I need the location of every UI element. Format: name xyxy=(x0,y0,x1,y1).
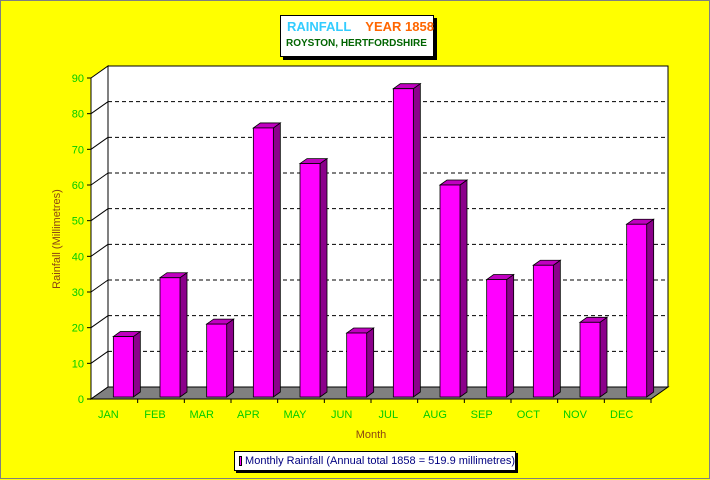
x-tick-label: MAY xyxy=(283,409,307,421)
x-tick-label: APR xyxy=(237,409,260,421)
bar-side xyxy=(226,318,235,398)
bar-side xyxy=(459,179,468,398)
bar-side xyxy=(272,122,281,398)
y-tick-label: 30 xyxy=(72,287,84,299)
gridline-side xyxy=(90,279,109,293)
y-tick-label: 80 xyxy=(72,109,84,121)
bar xyxy=(579,321,601,398)
chart-title-year: YEAR 1858 xyxy=(365,19,434,34)
gridline-side xyxy=(90,243,109,257)
y-tick-label: 60 xyxy=(72,180,84,192)
bar xyxy=(252,127,274,398)
y-tick-label: 0 xyxy=(78,394,84,406)
chart-subtitle: ROYSTON, HERTFORDSHIRE xyxy=(286,38,427,49)
gridline-side xyxy=(90,350,109,364)
bar-side xyxy=(319,157,328,398)
bar-side xyxy=(179,271,188,398)
bar xyxy=(486,279,508,398)
gridline-side xyxy=(90,208,109,222)
chart-title-box: RAINFALL YEAR 1858 ROYSTON, HERTFORDSHIRE xyxy=(280,15,434,57)
bar-side xyxy=(412,82,421,398)
x-tick-label: JUN xyxy=(331,409,352,421)
x-tick-label: DEC xyxy=(610,409,633,421)
plot-side-wall xyxy=(90,65,109,400)
x-axis-title: Month xyxy=(356,429,387,441)
bar-side xyxy=(646,218,655,398)
bar xyxy=(392,88,414,398)
y-tick-label: 90 xyxy=(72,73,84,85)
legend-label: Monthly Rainfall (Annual total 1858 = 51… xyxy=(245,455,515,467)
bar-side xyxy=(366,327,375,398)
x-tick-label: JAN xyxy=(98,409,119,421)
legend-swatch xyxy=(239,456,243,466)
bar-side xyxy=(506,273,515,398)
x-tick-label: OCT xyxy=(517,409,541,421)
bar xyxy=(626,223,648,398)
gridline-side xyxy=(90,136,109,150)
y-axis-title: Rainfall (Millimetres) xyxy=(51,189,63,289)
bar-side xyxy=(599,316,608,398)
x-tick-label: AUG xyxy=(423,409,447,421)
bar xyxy=(532,264,554,398)
chart-title: RAINFALL xyxy=(287,19,352,34)
bar-side xyxy=(552,259,561,398)
x-tick-label: NOV xyxy=(563,409,588,421)
y-tick-label: 10 xyxy=(72,358,84,370)
legend: Monthly Rainfall (Annual total 1858 = 51… xyxy=(234,451,516,471)
gridline-side xyxy=(90,101,109,115)
bar xyxy=(439,184,461,398)
bar xyxy=(299,163,321,398)
y-tick-label: 20 xyxy=(72,323,84,335)
y-tick-label: 50 xyxy=(72,216,84,228)
bar xyxy=(159,277,181,398)
gridline-side xyxy=(90,315,109,329)
bar xyxy=(112,336,134,398)
bar-side xyxy=(132,330,141,398)
x-tick-label: FEB xyxy=(144,409,165,421)
y-tick-label: 70 xyxy=(72,144,84,156)
y-tick-label: 40 xyxy=(72,251,84,263)
gridline-side xyxy=(90,172,109,186)
x-tick-label: MAR xyxy=(189,409,214,421)
bar xyxy=(206,323,228,398)
title-line: RAINFALL YEAR 1858 xyxy=(287,19,434,34)
x-tick-label: JUL xyxy=(379,409,399,421)
bar xyxy=(346,332,368,398)
x-tick-label: SEP xyxy=(471,409,493,421)
